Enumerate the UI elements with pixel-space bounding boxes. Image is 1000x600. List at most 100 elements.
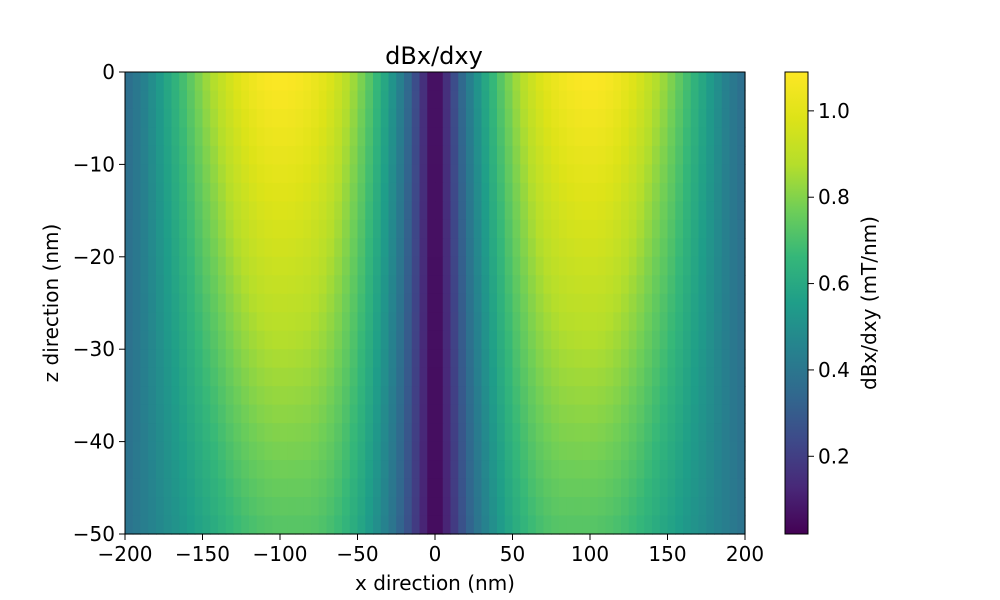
heatmap-cell [512,349,521,369]
heatmap-cell [613,386,622,406]
heatmap-cell [334,441,343,461]
heatmap-cell [698,367,707,387]
heatmap-cell [721,182,731,202]
heatmap-cell [365,460,374,480]
heatmap-cell [458,441,467,461]
heatmap-cell [194,367,204,387]
heatmap-cell [163,238,173,258]
heatmap-cell [272,330,281,350]
heatmap-cell [667,367,676,387]
heatmap-cell [628,386,638,406]
heatmap-cell [264,312,273,332]
heatmap-cell [683,330,692,350]
heatmap-cell [559,275,568,295]
heatmap-cell [427,478,436,498]
heatmap-cell [528,293,537,313]
heatmap-cell [125,90,134,110]
heatmap-cell [326,515,335,535]
heatmap-cell [675,460,684,480]
heatmap-cell [241,441,250,461]
heatmap-cell [466,293,475,313]
heatmap-cell [373,367,382,387]
heatmap-cell [628,127,638,147]
heatmap-cell [597,108,607,129]
heatmap-cell [163,404,173,424]
heatmap-cell [667,330,676,350]
heatmap-cell [171,293,180,313]
heatmap-cell [287,108,297,129]
heatmap-cell [373,256,382,276]
heatmap-cell [683,238,692,258]
heatmap-cell [582,478,591,498]
y-tick-label: −10 [73,152,115,176]
heatmap-cell [690,293,700,313]
heatmap-cell [675,404,684,424]
heatmap-cell [256,404,266,424]
heatmap-cell [489,127,498,147]
heatmap-cell [202,256,211,276]
heatmap-cell [473,386,483,406]
heatmap-cell [218,386,227,406]
heatmap-cell [489,201,498,221]
heatmap-cell [396,238,405,258]
heatmap-cell [520,201,529,221]
heatmap-cell [194,275,204,295]
heatmap-cell [450,275,459,295]
heatmap-cell [520,423,529,443]
heatmap-cell [504,515,514,535]
heatmap-cell [535,275,545,295]
heatmap-cell [140,201,149,221]
heatmap-cell [318,330,328,350]
heatmap-cell [559,201,568,221]
heatmap-cell [380,293,390,313]
heatmap-cell [737,256,746,276]
heatmap-cell [365,145,374,165]
heatmap-cell [365,219,374,239]
heatmap-cell [287,293,297,313]
heatmap-cell [264,367,273,387]
heatmap-cell [512,72,521,92]
heatmap-cell [264,256,273,276]
heatmap-cell [450,515,459,535]
heatmap-cell [683,478,692,498]
heatmap-cell [411,127,421,147]
heatmap-cell [481,275,490,295]
heatmap-cell [280,460,289,480]
heatmap-cell [404,145,413,165]
heatmap-cell [163,219,173,239]
heatmap-cell [303,201,312,221]
heatmap-cell [373,145,382,165]
heatmap-cell [140,367,149,387]
heatmap-cell [125,164,134,184]
heatmap-cell [280,423,289,443]
heatmap-cell [520,127,529,147]
heatmap-cell [497,275,506,295]
heatmap-cell [683,460,692,480]
heatmap-cell [187,293,196,313]
heatmap-cell [706,330,715,350]
heatmap-cell [435,460,444,480]
heatmap-cell [737,201,746,221]
heatmap-cell [419,108,428,129]
heatmap-cell [334,238,343,258]
heatmap-cell [365,349,374,369]
heatmap-cell [659,275,669,295]
heatmap-cell [156,127,165,147]
heatmap-cell [535,219,545,239]
heatmap-cell [543,515,552,535]
heatmap-cell [218,201,227,221]
heatmap-cell [179,367,188,387]
heatmap-cell [140,72,149,92]
heatmap-cell [698,349,707,369]
heatmap-cell [706,108,715,129]
heatmap-cell [411,423,421,443]
heatmap-cell [605,404,614,424]
heatmap-cell [202,201,211,221]
heatmap-cell [574,256,583,276]
heatmap-cell [698,386,707,406]
heatmap-cell [163,127,173,147]
heatmap-cell [311,145,320,165]
heatmap-cell [442,219,452,239]
heatmap-cell [411,164,421,184]
heatmap-cell [442,349,452,369]
